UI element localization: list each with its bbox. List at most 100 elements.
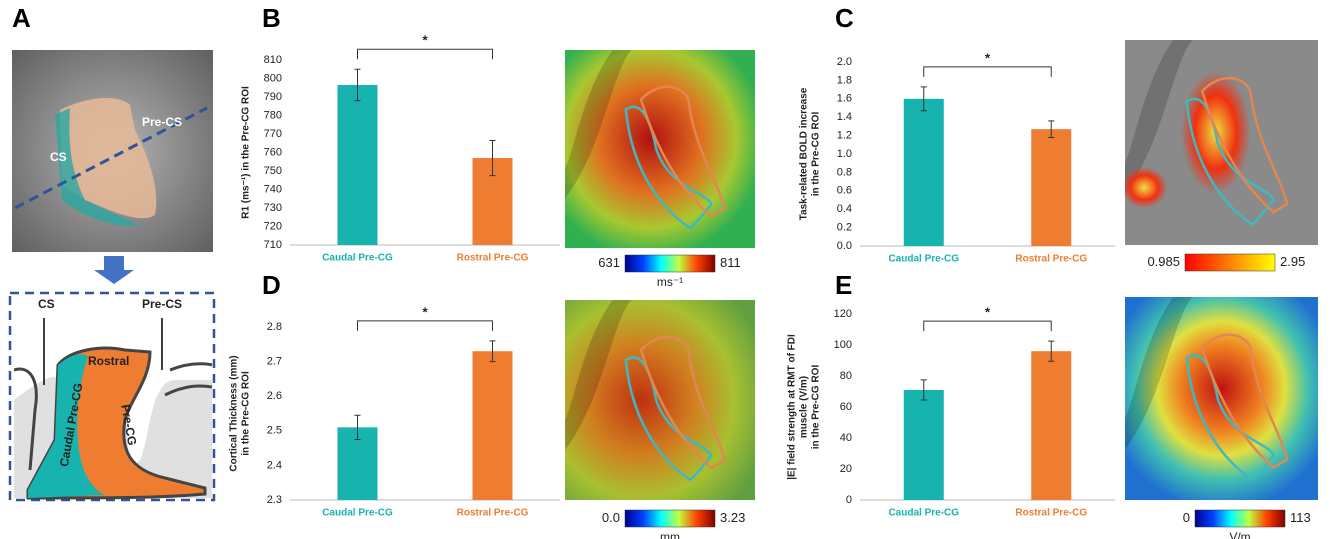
x-tick-label: Caudal Pre-CG: [322, 508, 393, 519]
y-tick-label: 740: [264, 183, 282, 195]
error-bar: [1048, 340, 1055, 362]
significance-bracket: [923, 320, 1052, 332]
y-tick-label: 2.4: [267, 459, 282, 471]
y-tick-label: 790: [264, 91, 282, 103]
colorbar-unit: mm: [660, 530, 680, 539]
significance-label: *: [422, 304, 428, 319]
y-tick-label: 710: [264, 239, 282, 251]
error-bar: [354, 68, 361, 102]
rostral-outline: [639, 85, 727, 218]
colorbar-unit: ms⁻¹: [657, 275, 683, 289]
colorbar: [624, 509, 716, 528]
y-tick-label: 40: [840, 432, 852, 444]
brain-image: [565, 300, 755, 500]
diagram-box: [8, 291, 216, 502]
significance-bracket: [923, 66, 1052, 77]
y-tick-label: 810: [264, 54, 282, 66]
y-tick-label: 2.5: [267, 425, 282, 437]
significance-label: *: [985, 305, 991, 320]
y-tick-label: 0: [846, 494, 852, 506]
y-tick-label: 60: [840, 401, 852, 413]
error-bar: [489, 340, 496, 363]
y-tick-label: 2.7: [267, 356, 282, 368]
diagram-label: CS: [38, 297, 55, 311]
gyrus-shade: [1125, 40, 1193, 194]
y-tick-label: 100: [834, 339, 852, 351]
y-tick-label: 0.6: [837, 185, 852, 197]
gyrus-shade: [1125, 297, 1193, 450]
y-tick-label: 1.2: [837, 130, 852, 142]
y-tick-label: 2.0: [837, 56, 852, 68]
image-label: CS: [50, 150, 67, 164]
rostral-outline: [1200, 76, 1289, 214]
y-tick-label: 760: [264, 146, 282, 158]
brain-content: [1125, 297, 1318, 500]
y-tick-label: 0.0: [837, 240, 852, 252]
brain-image: [565, 50, 755, 248]
y-tick-label: 1.8: [837, 74, 852, 86]
gyrus-shade: [565, 50, 632, 199]
colorbar-label: 2.95: [1280, 254, 1305, 269]
colorbar: [1194, 509, 1286, 528]
x-tick-label: Rostral Pre-CG: [457, 508, 529, 519]
brain-content: [1125, 40, 1318, 245]
bar: [1031, 129, 1072, 246]
panel-letter: A: [12, 3, 31, 33]
y-axis-label: |E| field strength at RMT of FDI: [787, 334, 798, 480]
error-bar: [920, 379, 927, 401]
y-tick-label: 730: [264, 202, 282, 214]
bar: [903, 389, 944, 500]
colorbar: [1184, 253, 1276, 272]
section-line: [14, 106, 208, 210]
significance-label: *: [422, 33, 428, 48]
panel-letter: C: [835, 3, 854, 33]
image-label: Pre-CS: [142, 115, 182, 129]
y-tick-label: 720: [264, 220, 282, 232]
activation: [1125, 167, 1168, 209]
y-tick-label: 1.6: [837, 93, 852, 105]
region-caudal: [55, 108, 140, 226]
bar: [472, 351, 513, 500]
diagram-label: Pre-CS: [142, 297, 182, 311]
error-bar: [354, 414, 361, 440]
y-axis-label: Cortical Thickness (mm): [229, 355, 240, 471]
y-axis-label: Task-related BOLD increase: [799, 87, 810, 220]
bar: [903, 98, 944, 246]
y-axis-label: in the Pre-CG ROI: [811, 365, 822, 450]
diagram-label: Rostral: [88, 354, 129, 368]
significance-bracket: [357, 320, 493, 331]
rostral-outline: [1200, 333, 1289, 470]
y-tick-label: 800: [264, 72, 282, 84]
brain-image: [1125, 40, 1318, 245]
y-axis-label: muscle (V/m): [799, 376, 810, 438]
error-bar: [920, 86, 927, 112]
arrow: [94, 256, 134, 284]
x-tick-label: Caudal Pre-CG: [888, 508, 959, 519]
colorbar-label: 113: [1290, 510, 1311, 525]
y-tick-label: 0.8: [837, 166, 852, 178]
gyrus-shade: [565, 300, 632, 450]
colorbar-label: 811: [720, 255, 741, 270]
y-tick-label: 80: [840, 370, 852, 382]
y-tick-label: 770: [264, 128, 282, 140]
y-tick-label: 0.4: [837, 203, 852, 215]
brain-image: [1125, 297, 1318, 500]
colorbar: [624, 254, 716, 273]
error-bar: [489, 139, 496, 177]
x-tick-label: Rostral Pre-CG: [1015, 508, 1087, 519]
bar: [1031, 351, 1072, 500]
bar: [337, 84, 378, 245]
y-tick-label: 20: [840, 463, 852, 475]
sulcus: [164, 362, 213, 397]
significance-bracket: [357, 48, 493, 60]
y-tick-label: 780: [264, 109, 282, 121]
rostral-outline: [639, 335, 727, 470]
x-tick-label: Caudal Pre-CG: [322, 253, 393, 264]
y-tick-label: 1.4: [837, 111, 852, 123]
caudal-region: [28, 354, 105, 498]
colorbar-label: 631: [598, 255, 620, 270]
error-bar: [1048, 120, 1055, 138]
y-tick-label: 2.6: [267, 390, 282, 402]
y-tick-label: 2.3: [267, 494, 282, 506]
